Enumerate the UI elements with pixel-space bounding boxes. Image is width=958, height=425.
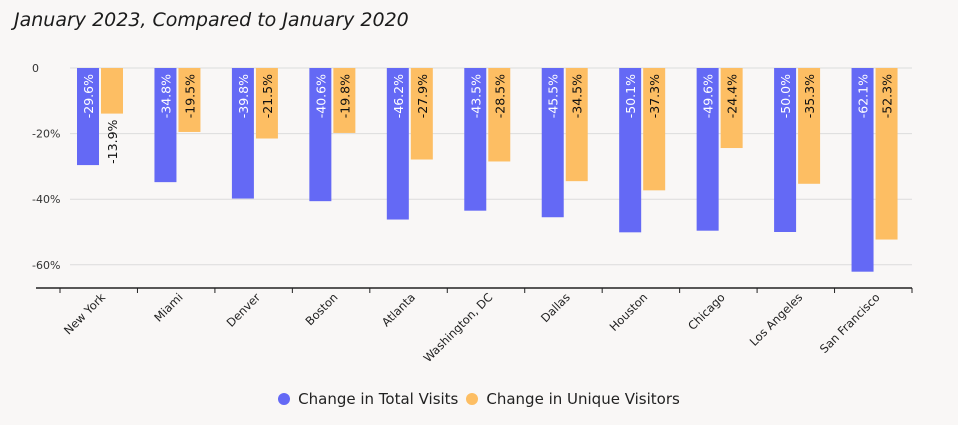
bar-total-visits[interactable] [851,68,874,272]
legend: Change in Total Visits Change in Unique … [0,390,958,408]
data-label-total-visits: -34.8% [158,74,173,118]
data-label-unique-visitors: -24.4% [725,74,740,118]
legend-label-total-visits: Change in Total Visits [298,390,459,408]
bar-unique-visitors[interactable] [565,68,588,182]
data-label-unique-visitors: -27.9% [415,74,430,118]
bar-total-visits[interactable] [696,68,719,231]
data-label-unique-visitors: -19.5% [182,74,197,118]
bar-unique-visitors[interactable] [255,68,278,139]
y-axis-ticks: 0 -20% -40% -60% [32,62,60,272]
bar-unique-visitors[interactable] [488,68,511,162]
y-tick-label: -40% [32,193,60,206]
chart-title: January 2023, Compared to January 2020 [14,9,409,31]
data-label-unique-visitors: -21.5% [260,74,275,118]
x-tick-label: New York [61,290,108,337]
bar-unique-visitors[interactable] [101,68,123,114]
data-label-total-visits: -40.6% [313,74,328,118]
bar-unique-visitors[interactable] [410,68,433,160]
bar-unique-visitors[interactable] [798,68,821,184]
bar-unique-visitors[interactable] [720,68,743,149]
x-axis [36,287,913,293]
bar-total-visits[interactable] [464,68,487,211]
bar-total-visits[interactable] [774,68,797,232]
legend-label-unique-visitors: Change in Unique Visitors [486,390,680,408]
y-tick-label: 0 [32,62,39,75]
bar-total-visits[interactable] [541,68,564,218]
data-label-unique-visitors: -28.5% [492,74,507,118]
legend-swatch-total-visits [278,393,291,405]
data-label-unique-visitors: -37.3% [647,74,662,118]
data-label-total-visits: -29.6% [81,74,96,118]
bar-unique-visitors[interactable] [178,68,201,132]
bar-total-visits[interactable] [619,68,642,233]
x-tick-label: San Francisco [817,290,883,356]
data-label-unique-visitors: -19.8% [337,74,352,118]
x-tick-label: Washington, DC [421,290,496,365]
bar-unique-visitors[interactable] [875,68,898,240]
data-labels: -29.6% -13.9% -34.8% -19.5% -39.8% -21.5% -40.… [81,74,895,164]
x-tick-label: Boston [302,290,340,328]
data-label-total-visits: -39.8% [236,74,251,118]
y-tick-label: -20% [32,128,60,141]
x-tick-label: Chicago [685,290,728,333]
bar-total-visits[interactable] [309,68,332,202]
data-label-total-visits: -62.1% [856,74,871,118]
x-tick-label: Dallas [538,290,573,325]
x-tick-label: Houston [607,290,651,334]
data-label-unique-visitors: -34.5% [570,74,585,118]
x-tick-label: Denver [224,290,264,330]
data-label-total-visits: -50.1% [623,74,638,118]
data-label-unique-visitors: -13.9% [105,119,120,163]
legend-item-total-visits[interactable]: Change in Total Visits [278,390,458,408]
bar-unique-visitors[interactable] [643,68,666,191]
data-label-total-visits: -49.6% [701,74,716,118]
x-tick-label: Miami [151,290,185,324]
legend-swatch-unique-visitors [466,393,479,405]
data-label-total-visits: -46.2% [391,74,406,118]
bars [77,68,898,272]
bar-total-visits[interactable] [386,68,409,220]
data-label-total-visits: -43.5% [468,74,483,118]
chart-plot: 0 -20% -40% -60% -29.6% -13.9% -34.8% -19.5% -3… [32,62,913,365]
bar-total-visits[interactable] [154,68,177,183]
x-axis-ticks: New York Miami Denver Boston Atlanta Washingt… [61,290,883,365]
data-label-total-visits: -50.0% [778,74,793,118]
legend-item-unique-visitors[interactable]: Change in Unique Visitors [466,390,680,408]
bar-total-visits[interactable] [231,68,254,199]
data-label-unique-visitors: -35.3% [802,74,817,118]
data-label-total-visits: -45.5% [546,74,561,118]
y-tick-label: -60% [32,259,60,272]
bar-total-visits[interactable] [77,68,99,166]
data-label-unique-visitors: -52.3% [880,74,895,118]
x-tick-label: Atlanta [379,290,418,329]
x-tick-label: Los Angeles [747,290,805,348]
bar-unique-visitors[interactable] [333,68,356,133]
